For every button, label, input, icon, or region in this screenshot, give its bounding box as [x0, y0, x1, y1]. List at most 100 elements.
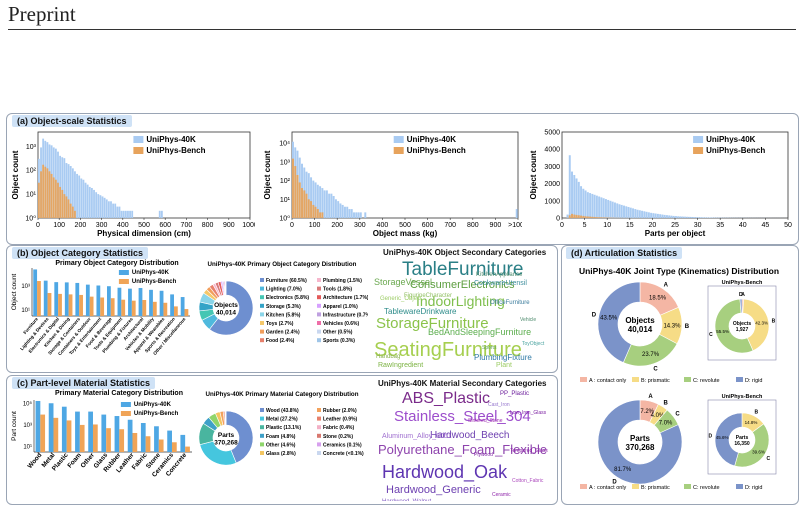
center-value: 40,014	[628, 325, 653, 334]
bar	[35, 400, 41, 452]
legend-label: A : contact only	[589, 485, 627, 491]
y-tick-label: 10¹	[23, 445, 32, 451]
primary-material-chart: Primary Material Category Distribution Wo…	[11, 390, 192, 479]
bar	[314, 206, 317, 218]
x-tick-label: >1000	[508, 222, 522, 229]
legend-label: Tools (1.8%)	[323, 287, 352, 293]
mass-chart: 0 100 200 300 400 500 600 700 800 900 >1000 10⁰ 10¹ 1…	[263, 131, 522, 238]
bar	[575, 178, 578, 218]
bar	[688, 216, 691, 218]
bar	[686, 216, 689, 218]
bar	[129, 210, 131, 218]
legend-swatch	[260, 312, 264, 317]
x-tick-label: 400	[377, 222, 389, 229]
legend-swatch	[693, 136, 704, 143]
wordcloud-word: FigurineCharacter	[404, 293, 453, 299]
bar	[346, 206, 349, 218]
wordcloud-word: KitchenAppliance	[476, 272, 523, 278]
legend-label: Architecture (1.7%)	[323, 295, 368, 301]
inset-frame	[707, 285, 777, 361]
bar	[600, 197, 603, 218]
bar	[693, 217, 696, 218]
center-label: Parts	[218, 432, 235, 439]
donut-slice	[597, 281, 641, 363]
bar	[106, 428, 111, 452]
bar	[600, 217, 603, 218]
slice-letter: D	[739, 292, 743, 298]
chart-title: UniPhys-Bench	[722, 280, 763, 286]
bar	[38, 182, 40, 218]
bar	[568, 215, 571, 218]
legend-swatch	[260, 338, 264, 343]
bar	[127, 210, 129, 218]
panel-d	[561, 245, 799, 505]
legend-label: Rubber (2.0%)	[323, 408, 357, 414]
x-tick-label: 0	[36, 222, 40, 229]
y-tick-label: 10²	[26, 168, 37, 175]
slice-value-label: 23.7%	[642, 352, 660, 358]
legend-swatch	[118, 270, 129, 275]
header-rule	[8, 29, 796, 30]
bar	[321, 188, 324, 218]
donut-slice	[714, 298, 754, 354]
bar	[44, 166, 47, 218]
bar	[124, 210, 127, 218]
bar	[160, 210, 163, 218]
y-tick-label: 5000	[544, 130, 560, 137]
legend-swatch	[133, 136, 144, 143]
donut-slice	[209, 280, 254, 336]
donut-slice	[225, 410, 254, 464]
slice-value-label: 7.0%	[659, 421, 673, 427]
panel-c-title: (c) Part-level Material Statistics	[12, 377, 156, 389]
x-tick-label: 400	[117, 222, 129, 229]
bar	[63, 194, 66, 218]
bar	[334, 199, 337, 218]
x-tick-label: 0	[290, 222, 294, 229]
bar	[145, 436, 151, 452]
bar	[312, 204, 315, 218]
wordcloud-word: Generic_Object	[380, 296, 422, 302]
bar	[61, 406, 67, 452]
center-value: 40,014	[216, 310, 236, 317]
legend-label: UniPhys-Bench	[706, 146, 765, 155]
x-tick-label: 600	[422, 222, 434, 229]
bar	[598, 196, 601, 218]
bar	[119, 429, 125, 452]
legend-swatch	[684, 377, 691, 382]
bar	[591, 193, 594, 218]
x-tick-label: 30	[694, 222, 702, 229]
y-axis-label: Part count	[11, 411, 18, 441]
y-axis-label: Object count	[11, 274, 18, 311]
slice-value-label: 45.6%	[716, 435, 729, 440]
bar	[515, 209, 518, 218]
bar	[641, 210, 644, 218]
wordcloud-word: Low_Iron_Glass	[510, 410, 547, 416]
legend-swatch	[260, 408, 264, 412]
bar	[668, 215, 671, 218]
bar	[69, 203, 72, 218]
chart-title: UniPhys-40K Primary Object Category Dist…	[208, 261, 357, 268]
bar	[348, 209, 351, 218]
legend-label: Food (2.4%)	[266, 338, 295, 344]
slice-value-label: 18.5%	[649, 295, 667, 301]
bar	[586, 192, 589, 218]
slice-value-label: 42.3%	[755, 320, 768, 325]
x-tick-label: 20	[649, 222, 657, 229]
y-tick-label: 10¹	[280, 197, 291, 204]
bar	[40, 414, 46, 452]
legend-label: Ceramics (0.1%)	[323, 442, 362, 448]
wordcloud-word: Hardwood_Beech	[430, 430, 510, 441]
legend-swatch	[120, 411, 131, 416]
bar	[110, 201, 112, 218]
bar	[93, 189, 95, 218]
legend-swatch	[736, 484, 743, 489]
wordcloud-word: TableFurniture	[402, 259, 524, 280]
bar	[117, 287, 122, 316]
x-tick-label: 25	[671, 222, 679, 229]
bar	[67, 164, 70, 218]
legend-label: UniPhys-Bench	[407, 146, 466, 155]
slice-letter: D	[708, 434, 712, 440]
center-label: Parts	[736, 435, 749, 441]
x-tick-label: 700	[444, 222, 456, 229]
wordcloud-word: Plywood	[474, 452, 493, 458]
